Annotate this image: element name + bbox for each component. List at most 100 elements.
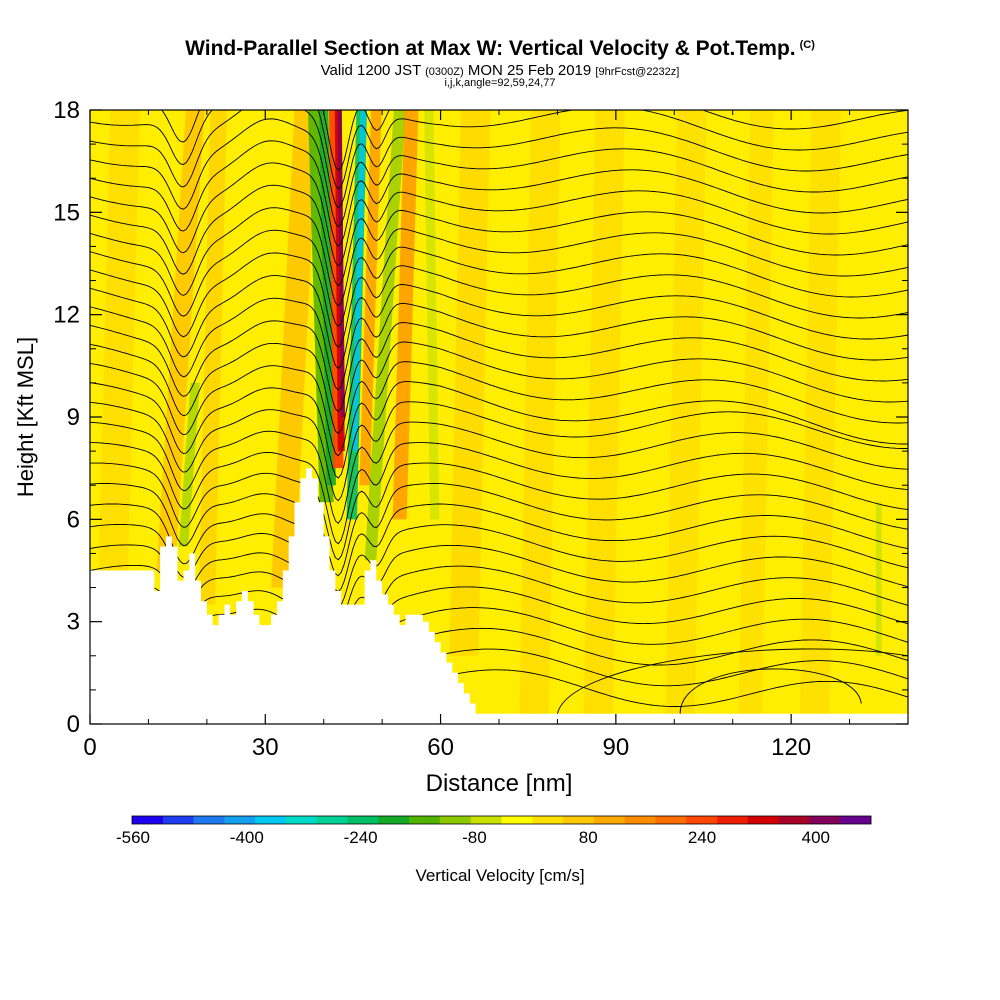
colorbar-swatch <box>840 816 872 824</box>
theta-contour <box>90 110 908 190</box>
velocity-band <box>364 110 406 561</box>
x-tick-label: 90 <box>603 734 630 761</box>
theta-contour <box>90 110 908 209</box>
valid-date: MON 25 Feb 2019 <box>467 62 592 79</box>
theta-contour <box>90 320 908 413</box>
colorbar-swatch <box>193 816 225 824</box>
y-tick-label: 18 <box>53 97 80 124</box>
y-axis-title: Height [Kft MSL] <box>13 337 38 497</box>
colorbar-swatch <box>285 816 318 824</box>
colorbar-swatch <box>501 816 533 824</box>
theta-contour <box>90 162 908 267</box>
colorbar-swatch <box>162 816 194 824</box>
colorbar-swatch <box>655 816 687 824</box>
colorbar-tick-label: 400 <box>802 828 830 847</box>
theta-contour <box>90 503 908 593</box>
y-tick-label: 6 <box>67 506 80 533</box>
colorbar-swatch <box>593 816 625 824</box>
theta-contour <box>90 544 908 624</box>
velocity-band <box>583 110 625 714</box>
colorbar-swatch <box>686 816 718 824</box>
colorbar-swatch <box>809 816 841 824</box>
colorbar-title: Vertical Velocity [cm/s] <box>415 866 584 885</box>
terrain-mask <box>90 468 908 724</box>
theta-contour <box>90 275 908 370</box>
velocity-band <box>98 110 140 571</box>
colorbar-tick-label: -240 <box>344 828 378 847</box>
theta-contour <box>90 421 908 524</box>
colorbar-swatch <box>470 816 502 824</box>
colorbar-swatch <box>439 816 472 824</box>
colorbar-swatch <box>563 816 595 824</box>
chart-title: Wind-Parallel Section at Max W: Vertical… <box>0 37 1000 61</box>
velocity-band <box>519 110 561 714</box>
axes: 0 30 60 90 120 0 3 6 9 12 15 18 <box>53 97 909 761</box>
theta-contour <box>90 564 908 639</box>
velocity-band <box>319 110 336 486</box>
y-tick-label: 15 <box>53 199 80 226</box>
theta-contour <box>90 442 908 545</box>
velocity-band <box>799 110 841 714</box>
x-tick-label: 120 <box>771 734 811 761</box>
theta-contour <box>90 401 908 502</box>
colorbar-swatch <box>409 816 441 824</box>
x-axis-title: Distance [nm] <box>426 770 573 797</box>
theta-contour <box>90 462 908 561</box>
x-tick-label: 60 <box>427 734 454 761</box>
velocity-band <box>271 110 318 588</box>
theta-contour <box>90 381 908 479</box>
velocity-band <box>178 382 200 547</box>
velocity-band <box>449 110 491 656</box>
colorbar-tick-label: -400 <box>230 828 264 847</box>
theta-contour <box>90 118 908 228</box>
y-tick-label: 0 <box>67 711 80 738</box>
plot-area <box>90 110 908 724</box>
valid-utc: (0300Z) <box>425 66 464 78</box>
forecast-info: [9hrFcst@2232z] <box>595 66 680 78</box>
theta-contour <box>90 483 908 577</box>
colorbar-tick-label: -80 <box>462 828 487 847</box>
velocity-streaks <box>98 110 882 714</box>
colorbar-swatch <box>532 816 564 824</box>
colorbar-swatch <box>224 816 256 824</box>
colorbar-swatch <box>347 816 379 824</box>
y-tick-label: 12 <box>53 302 80 329</box>
theta-contour <box>90 140 908 247</box>
colorbar-swatch <box>778 816 810 824</box>
theta-contour <box>90 524 908 608</box>
theta-contour <box>90 361 908 457</box>
velocity-band <box>424 110 440 520</box>
grid-indices: i,j,k,angle=92,59,24,77 <box>444 77 556 89</box>
x-tick-label: 0 <box>83 734 96 761</box>
theta-contour <box>90 297 908 391</box>
velocity-band <box>198 110 227 605</box>
chart-title-text: Wind-Parallel Section at Max W: Vertical… <box>185 37 796 60</box>
x-tick-label: 30 <box>252 734 279 761</box>
y-tick-label: 3 <box>67 609 80 636</box>
colorbar-frame <box>131 815 872 825</box>
velocity-band <box>738 110 774 714</box>
velocity-band <box>665 110 707 714</box>
theta-contour <box>161 110 908 172</box>
chart-subtitle: Valid 1200 JST (0300Z) MON 25 Feb 2019 [… <box>0 62 1000 79</box>
colorbar-swatch <box>717 816 749 824</box>
colorbar-tick-label: 80 <box>579 828 598 847</box>
theta-contour <box>90 207 908 307</box>
colorbar: -560 -400 -240 -80 80 240 400 <box>116 815 872 847</box>
velocity-band <box>156 110 205 571</box>
theta-contour <box>90 585 908 655</box>
valid-prefix: Valid 1200 JST <box>320 62 421 79</box>
theta-contour <box>556 648 908 714</box>
colorbar-swatch <box>624 816 656 824</box>
theta-contour <box>90 229 908 328</box>
y-tick-label: 9 <box>67 404 80 431</box>
colorbar-swatch <box>378 816 410 824</box>
colorbar-tick-label: 240 <box>688 828 716 847</box>
colorbar-tick-label: -560 <box>116 828 150 847</box>
theta-contour <box>90 184 908 287</box>
theta-contour <box>90 341 908 435</box>
theta-contour <box>679 668 862 714</box>
colorbar-swatch <box>132 816 164 824</box>
copyright-mark: (C) <box>799 39 815 51</box>
